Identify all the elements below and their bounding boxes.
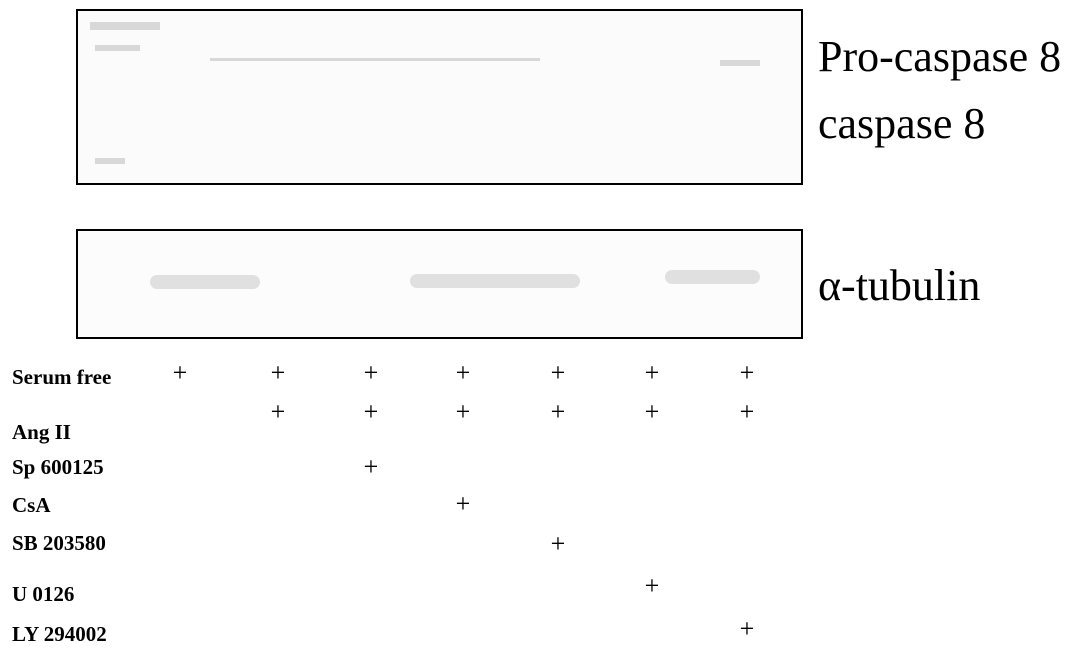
lane-mark: + bbox=[271, 358, 286, 387]
lane-mark: + bbox=[364, 452, 379, 481]
lane-mark: + bbox=[456, 489, 471, 518]
band-label: caspase 8 bbox=[818, 99, 985, 148]
figure: Pro-caspase 8 caspase 8 α-tubulin Serum … bbox=[0, 0, 1087, 654]
lane-mark: + bbox=[364, 397, 379, 426]
lane-mark: + bbox=[456, 358, 471, 387]
blot-panel bbox=[77, 10, 802, 184]
lane-mark: + bbox=[645, 397, 660, 426]
treatment-label: CsA bbox=[12, 493, 51, 517]
band-label: Pro-caspase 8 bbox=[818, 32, 1061, 81]
treatment-label: LY 294002 bbox=[12, 622, 107, 646]
lane-mark: + bbox=[551, 397, 566, 426]
lane-mark: + bbox=[740, 358, 755, 387]
lane-mark: + bbox=[551, 529, 566, 558]
lane-mark: + bbox=[271, 397, 286, 426]
lane-mark: + bbox=[551, 358, 566, 387]
lane-mark: + bbox=[456, 397, 471, 426]
treatment-label: SB 203580 bbox=[12, 531, 106, 555]
lane-mark: + bbox=[364, 358, 379, 387]
lane-mark: + bbox=[740, 614, 755, 643]
band-label: α-tubulin bbox=[818, 261, 980, 310]
treatment-label: U 0126 bbox=[12, 582, 74, 606]
lane-mark: + bbox=[173, 358, 188, 387]
lane-mark: + bbox=[645, 358, 660, 387]
treatment-label: Ang II bbox=[12, 420, 71, 444]
lane-mark: + bbox=[645, 571, 660, 600]
lane-mark: + bbox=[740, 397, 755, 426]
treatment-label: Serum free bbox=[12, 365, 111, 389]
treatment-label: Sp 600125 bbox=[12, 455, 104, 479]
